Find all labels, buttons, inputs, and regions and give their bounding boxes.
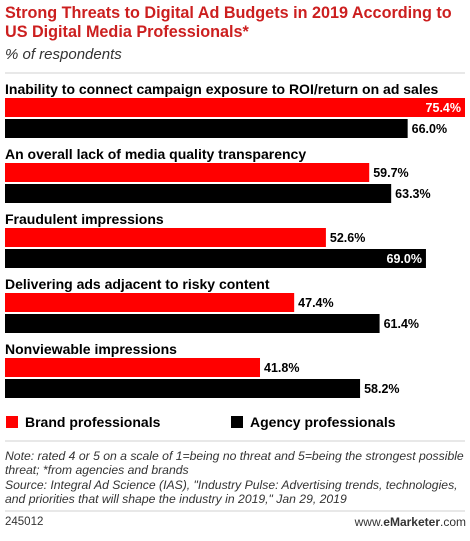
legend-swatch: [231, 416, 243, 428]
data-label: 47.4%: [298, 296, 333, 310]
legend-label: Brand professionals: [25, 414, 161, 430]
chart-title: Strong Threats to Digital Ad Budgets in …: [5, 4, 452, 41]
legend-swatch: [6, 416, 18, 428]
bar: [5, 228, 326, 247]
data-label: 41.8%: [264, 361, 299, 375]
data-label: 63.3%: [395, 187, 430, 201]
bar: [5, 163, 370, 182]
data-label: 66.0%: [412, 122, 447, 136]
footnote-source: Source: Integral Ad Science (IAS), "Indu…: [5, 477, 458, 506]
brand-name: eMarketer: [383, 515, 440, 529]
category-label: Fraudulent impressions: [5, 211, 164, 227]
footnote-note: Note: rated 4 or 5 on a scale of 1=being…: [5, 449, 464, 478]
data-label: 75.4%: [426, 101, 461, 115]
bar: [5, 119, 408, 138]
bar: [5, 314, 380, 333]
data-label: 58.2%: [364, 382, 399, 396]
data-label: 61.4%: [384, 317, 419, 331]
category-label: Inability to connect campaign exposure t…: [5, 81, 439, 97]
brand-suffix: .com: [439, 515, 466, 529]
bar: [5, 379, 361, 398]
category-label: An overall lack of media quality transpa…: [5, 146, 306, 162]
data-label: 69.0%: [387, 252, 422, 266]
brand-logo: www.eMarketer.com: [355, 515, 466, 529]
bar: [5, 98, 465, 117]
bar: [5, 358, 261, 377]
category-label: Nonviewable impressions: [5, 341, 177, 357]
data-label: 59.7%: [373, 166, 408, 180]
category-label: Delivering ads adjacent to risky content: [5, 276, 270, 292]
data-label: 52.6%: [330, 231, 365, 245]
chart-id: 245012: [5, 516, 44, 528]
footnote: Note: rated 4 or 5 on a scale of 1=being…: [5, 449, 467, 506]
bar: [5, 293, 295, 312]
brand-prefix: www.: [354, 515, 384, 529]
bar: [5, 249, 426, 268]
bar: [5, 184, 392, 203]
chart-subtitle: % of respondents: [5, 46, 122, 63]
legend-label: Agency professionals: [250, 414, 396, 430]
